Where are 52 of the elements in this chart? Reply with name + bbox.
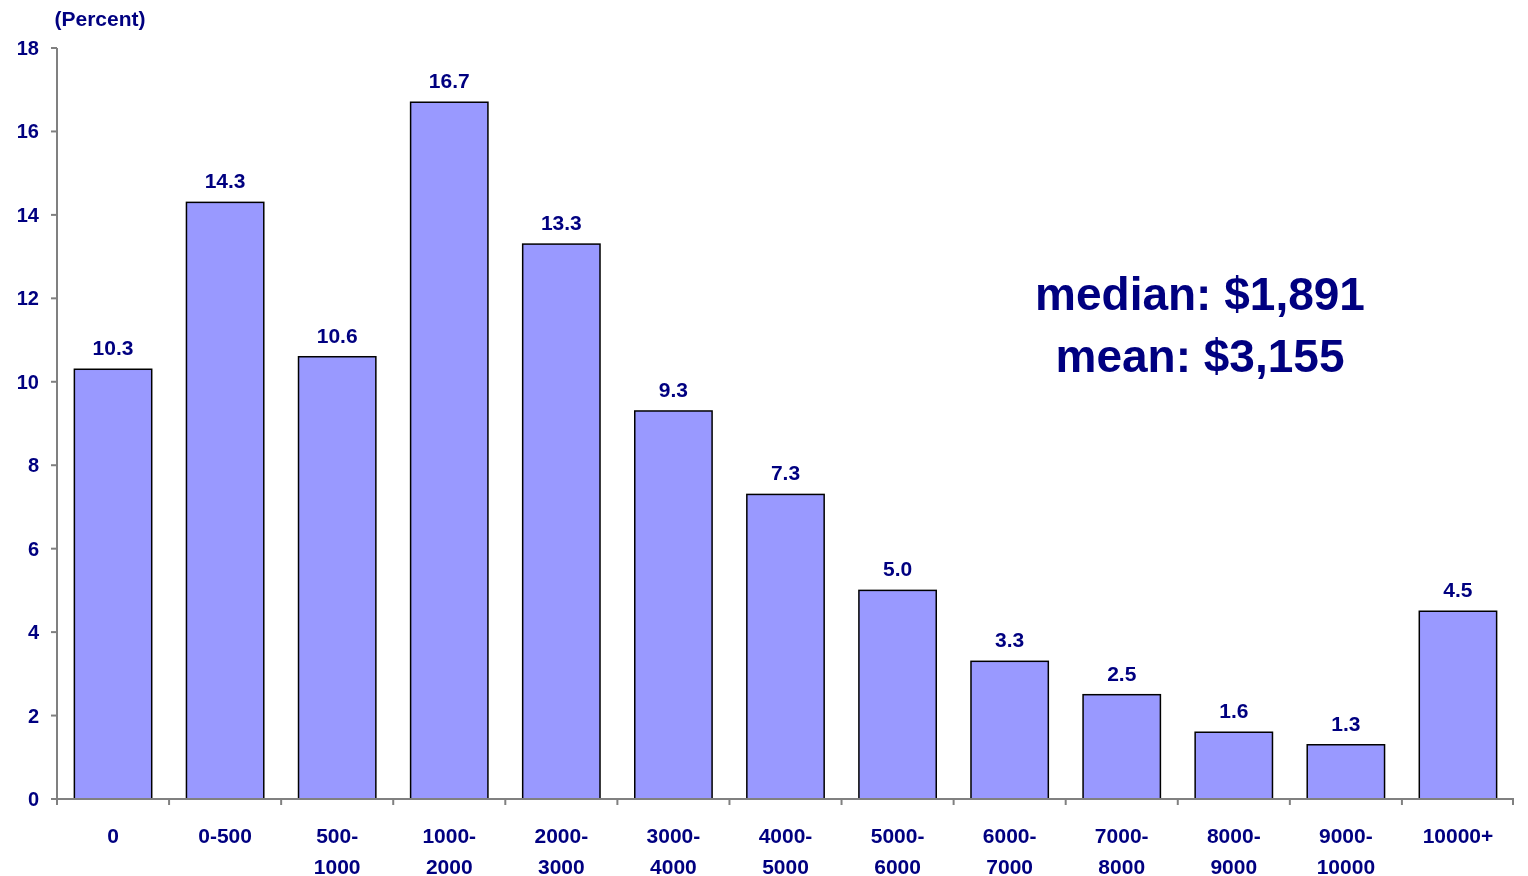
bar xyxy=(1306,744,1386,800)
y-tick-label: 0 xyxy=(27,788,39,810)
bar xyxy=(521,243,601,800)
x-tick-label: 8000-9000 xyxy=(1206,824,1261,876)
x-tick-label: 6000-7000 xyxy=(982,824,1037,876)
y-tick-label: 6 xyxy=(27,537,39,560)
x-tick-label: 7000-8000 xyxy=(1094,824,1149,876)
x-tick-label: 5000-6000 xyxy=(870,824,925,876)
annotation: median: $1,891 xyxy=(1035,268,1365,320)
bar xyxy=(1194,731,1274,800)
data-label: 13.3 xyxy=(540,211,582,235)
data-label: 9.3 xyxy=(658,377,689,401)
x-tick-label: 0 xyxy=(107,824,119,847)
data-label: 3.3 xyxy=(995,628,1025,652)
bar xyxy=(746,493,825,800)
bar xyxy=(858,589,937,800)
data-label: 1.6 xyxy=(1219,699,1249,723)
data-label: 2.5 xyxy=(1107,661,1137,685)
x-tick-label: 3000-4000 xyxy=(646,824,701,876)
bar xyxy=(970,660,1050,800)
x-tick-label: 4000-5000 xyxy=(758,824,813,876)
y-tick-label: 16 xyxy=(16,120,39,143)
y-tick-label: 14 xyxy=(16,203,40,226)
y-axis-title: (Percent) xyxy=(54,7,146,30)
data-label: 10.3 xyxy=(92,336,134,360)
data-label: 5.0 xyxy=(882,557,913,581)
annotation: mean: $3,155 xyxy=(1055,330,1345,382)
y-tick-label: 18 xyxy=(16,37,39,59)
data-label: 4.5 xyxy=(1443,578,1473,602)
y-tick-label: 8 xyxy=(27,454,39,477)
y-tick-label: 2 xyxy=(27,704,39,727)
bar xyxy=(1082,693,1162,800)
x-tick-label: 0-500 xyxy=(198,824,252,847)
data-label: 14.3 xyxy=(204,169,246,193)
data-label: 1.3 xyxy=(1331,711,1361,735)
y-tick-label: 10 xyxy=(16,370,39,393)
x-tick-label: 500-1000 xyxy=(313,824,361,876)
x-tick-label: 9000-10000 xyxy=(1316,824,1376,876)
data-label: 16.7 xyxy=(428,69,470,93)
bar xyxy=(1418,610,1498,800)
y-tick-label: 4 xyxy=(27,621,40,644)
bar xyxy=(634,410,713,800)
x-tick-label: 1000-2000 xyxy=(422,824,477,876)
bar xyxy=(73,368,153,800)
data-label: 10.6 xyxy=(316,323,358,347)
bar xyxy=(185,201,265,800)
bar xyxy=(409,101,489,800)
y-tick-label: 12 xyxy=(16,287,39,310)
data-label: 7.3 xyxy=(770,461,801,485)
bar xyxy=(297,355,377,800)
x-tick-label: 2000-3000 xyxy=(534,824,589,876)
x-tick-label: 10000+ xyxy=(1422,824,1494,847)
